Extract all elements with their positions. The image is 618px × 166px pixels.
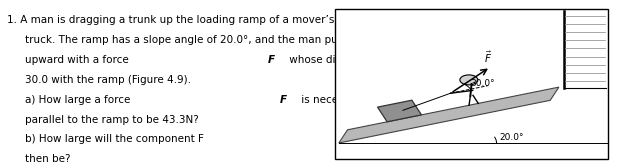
Text: truck. The ramp has a slope angle of 20.0°, and the man pulls: truck. The ramp has a slope angle of 20.… (25, 35, 349, 45)
Text: F: F (280, 95, 287, 105)
Text: , perpendicular to the ramp: , perpendicular to the ramp (442, 134, 586, 144)
Circle shape (460, 75, 478, 85)
Text: 30.0 with the ramp (Figure 4.9).: 30.0 with the ramp (Figure 4.9). (25, 75, 191, 85)
Polygon shape (378, 100, 421, 122)
Text: b) How large will the component F: b) How large will the component F (25, 134, 204, 144)
Text: 20.0°: 20.0° (499, 133, 524, 142)
Text: is necessary for the component F: is necessary for the component F (298, 95, 476, 105)
Text: whose direction makes an angle of: whose direction makes an angle of (286, 55, 472, 65)
Text: F: F (268, 55, 275, 65)
Polygon shape (339, 87, 559, 143)
Text: parallel to the ramp to be 43.3N?: parallel to the ramp to be 43.3N? (25, 115, 198, 124)
Text: 1. A man is dragging a trunk up the loading ramp of a mover’s: 1. A man is dragging a trunk up the load… (7, 15, 334, 25)
Text: 30.0°: 30.0° (471, 79, 495, 88)
Text: $\vec{F}$: $\vec{F}$ (483, 49, 492, 65)
Text: a) How large a force: a) How large a force (25, 95, 133, 105)
Text: y: y (425, 141, 431, 150)
Text: upward with a force: upward with a force (25, 55, 132, 65)
Text: then be?: then be? (25, 154, 70, 164)
